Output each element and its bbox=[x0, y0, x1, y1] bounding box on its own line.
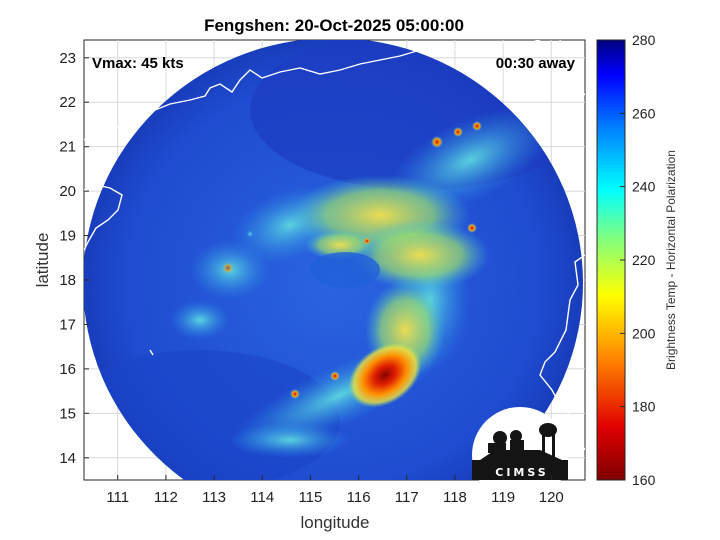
x-axis-ticks: 111 112 113 114 115 116 117 118 119 120 bbox=[106, 475, 564, 506]
y-tick-label: 16 bbox=[59, 361, 76, 378]
plot-title: Fengshen: 20-Oct-2025 05:00:00 bbox=[204, 16, 464, 35]
colorbar-tick-label: 220 bbox=[632, 252, 656, 268]
cimss-logo: CIMSS bbox=[472, 407, 568, 503]
x-tick-label: 119 bbox=[491, 489, 515, 506]
x-tick-label: 112 bbox=[154, 489, 178, 506]
y-tick-label: 19 bbox=[59, 228, 76, 245]
x-tick-label: 115 bbox=[298, 489, 322, 506]
colorbar-tick-label: 240 bbox=[632, 179, 656, 195]
colorbar: 280 260 240 220 200 180 160 Brightness Temp - … bbox=[596, 32, 678, 488]
y-axis-label: latitude bbox=[33, 233, 52, 288]
colorbar-tick-label: 160 bbox=[632, 472, 656, 488]
x-tick-label: 117 bbox=[395, 489, 419, 506]
y-tick-label: 17 bbox=[59, 316, 76, 333]
x-tick-label: 120 bbox=[539, 489, 564, 506]
y-tick-label: 18 bbox=[59, 272, 76, 289]
y-tick-label: 22 bbox=[59, 94, 76, 111]
x-tick-label: 113 bbox=[202, 489, 226, 506]
x-axis-label: longitude bbox=[300, 513, 369, 532]
y-tick-label: 15 bbox=[59, 405, 76, 422]
x-tick-label: 111 bbox=[106, 489, 129, 506]
colorbar-ticks: 280 260 240 220 200 180 160 bbox=[620, 32, 656, 488]
time-away-label: 00:30 away bbox=[496, 55, 576, 72]
colorbar-tick-label: 200 bbox=[632, 325, 656, 341]
vmax-label: Vmax: 45 kts bbox=[92, 55, 184, 72]
colorbar-tick-label: 260 bbox=[632, 105, 656, 121]
map-plot-area: Vmax: 45 kts 00:30 away CIMSS 111 112 113 1… bbox=[59, 39, 586, 506]
colorbar-tick-label: 180 bbox=[632, 399, 656, 415]
colorbar-label: Brightness Temp - Horizontal Polarizatio… bbox=[664, 150, 678, 370]
cimss-logo-text: CIMSS bbox=[495, 466, 548, 479]
colorbar-tick-label: 280 bbox=[632, 32, 656, 48]
y-tick-label: 23 bbox=[59, 50, 76, 67]
y-tick-label: 20 bbox=[59, 183, 76, 200]
x-tick-label: 118 bbox=[443, 489, 467, 506]
x-tick-label: 114 bbox=[250, 489, 274, 506]
y-axis-ticks: 23 22 21 20 19 18 17 16 15 14 bbox=[59, 50, 89, 467]
x-tick-label: 116 bbox=[347, 489, 371, 506]
y-tick-label: 21 bbox=[59, 139, 76, 156]
y-tick-label: 14 bbox=[59, 450, 76, 467]
